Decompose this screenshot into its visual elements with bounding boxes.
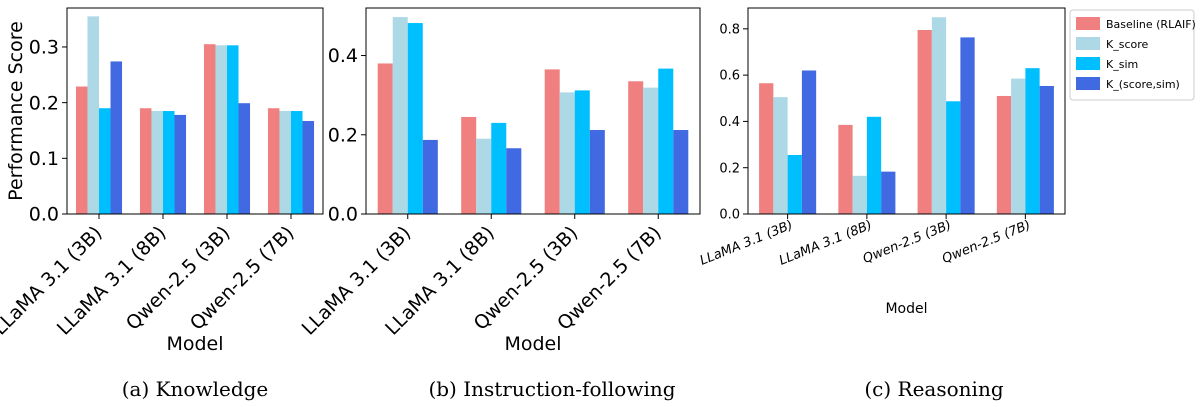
legend-box (1069, 9, 1195, 101)
bar-k-sim-qwen-2-5-7b (291, 111, 303, 214)
bar-k-score-qwen-2-5-3b (215, 45, 227, 214)
bar-k-sim-qwen-2-5-3b (227, 45, 239, 214)
bar-baseline-rlaif-llama-3-1-8b (838, 124, 853, 214)
y-tick-label: 0.8 (719, 22, 740, 37)
plot-frame (66, 7, 324, 215)
y-axis-label: Performance Score (5, 21, 27, 201)
bar-baseline-rlaif-llama-3-1-3b (377, 63, 393, 215)
y-tick-label: 0.2 (29, 92, 59, 114)
y-tick-label: 0.1 (29, 148, 59, 170)
bar-k-score-qwen-2-5-3b (931, 17, 947, 215)
legend: Baseline (RLAIF) K_score K_sim K_(score,sim… (1069, 9, 1196, 101)
bar-k-score-sim-llama-3-1-3b (422, 139, 438, 214)
bar-k-score-sim-llama-3-1-3b (801, 70, 817, 215)
bar-baseline-rlaif-qwen-2-5-7b (628, 81, 644, 214)
bar-k-score-llama-3-1-8b (151, 111, 163, 214)
caption-c: (c) Reasoning (864, 377, 1003, 401)
bar-k-score-sim-qwen-2-5-7b (673, 130, 689, 214)
x-tick-label-llama-3-1-3b: LLaMA 3.1 (3B) (0, 222, 107, 340)
bar-k-score-llama-3-1-8b (852, 175, 867, 214)
bar-k-score-llama-3-1-3b (87, 16, 99, 214)
bar-k-score-qwen-2-5-7b (643, 87, 659, 214)
bar-k-sim-llama-3-1-3b (787, 154, 802, 214)
x-tick-label-qwen-2-5-7b: Qwen-2.5 (7B) (940, 218, 1033, 267)
bar-k-sim-llama-3-1-3b (99, 108, 111, 214)
legend-swatch-k-sim (1076, 57, 1100, 70)
y-tick-label: 0.0 (719, 208, 740, 223)
y-tick-label: 0.2 (719, 161, 740, 176)
y-tick-label: 0.0 (29, 204, 59, 226)
legend-swatch-k-score-sim (1076, 77, 1100, 90)
bar-k-score-llama-3-1-8b (476, 138, 492, 214)
bar-k-sim-qwen-2-5-7b (658, 68, 674, 214)
bar-k-score-qwen-2-5-7b (1011, 78, 1026, 214)
plot-frame (747, 7, 1066, 215)
x-axis-label: Model (885, 301, 927, 317)
bar-baseline-rlaif-qwen-2-5-7b (996, 95, 1012, 214)
bar-k-score-sim-llama-3-1-8b (506, 148, 522, 214)
legend-label-k-score-sim: K_(score,sim) (1106, 78, 1180, 91)
plot-frame (365, 7, 701, 215)
y-tick-label: 0.4 (719, 115, 740, 130)
y-tick-label: 0.4 (328, 45, 358, 67)
bar-k-score-sim-qwen-2-5-3b (589, 130, 605, 214)
bar-k-sim-llama-3-1-8b (491, 122, 507, 214)
bar-k-sim-llama-3-1-8b (163, 111, 175, 214)
x-axis-label: Model (504, 333, 561, 355)
bar-baseline-rlaif-qwen-2-5-3b (544, 69, 560, 215)
bar-baseline-rlaif-llama-3-1-3b (75, 86, 88, 214)
bar-k-score-llama-3-1-3b (392, 17, 408, 214)
bar-k-score-sim-qwen-2-5-7b (302, 121, 315, 214)
legend-label-baseline-rlaif: Baseline (RLAIF) (1106, 18, 1196, 31)
bar-k-score-qwen-2-5-7b (279, 111, 291, 214)
bar-k-score-sim-llama-3-1-8b (174, 114, 187, 214)
y-tick-label: 0.2 (328, 124, 358, 146)
caption-a: (a) Knowledge (122, 377, 269, 401)
caption-b: (b) Instruction-following (428, 377, 675, 401)
bar-baseline-rlaif-llama-3-1-3b (759, 83, 774, 214)
bar-k-score-llama-3-1-3b (773, 97, 788, 214)
bar-k-score-sim-qwen-2-5-3b (960, 37, 975, 215)
bar-k-score-sim-llama-3-1-3b (110, 61, 123, 215)
legend-swatch-k-score (1076, 37, 1100, 50)
bar-baseline-rlaif-qwen-2-5-3b (917, 29, 932, 214)
bar-k-sim-qwen-2-5-3b (946, 101, 961, 214)
x-axis-label: Model (166, 333, 223, 355)
x-tick-label-llama-3-1-8b: LLaMA 3.1 (8B) (53, 222, 171, 340)
y-tick-label: 0.6 (719, 69, 740, 84)
panel-knowledge: 0.0 0.1 0.2 0.3 LLaMA 3.1 (3B)LLaMA 3.1 (8B)… (0, 7, 324, 355)
y-tick-label: 0.3 (29, 37, 59, 59)
bar-k-score-sim-qwen-2-5-3b (238, 103, 251, 214)
legend-swatch-baseline-rlaif (1076, 17, 1100, 30)
y-tick-label: 0.0 (328, 204, 358, 226)
legend-label-k-sim: K_sim (1106, 58, 1138, 71)
bar-k-sim-llama-3-1-3b (407, 23, 423, 214)
bar-k-score-sim-qwen-2-5-7b (1039, 86, 1054, 214)
bar-baseline-rlaif-qwen-2-5-7b (267, 108, 280, 214)
bar-k-score-sim-llama-3-1-8b (881, 171, 896, 214)
bar-k-sim-qwen-2-5-3b (574, 90, 590, 214)
bar-k-score-qwen-2-5-3b (559, 92, 575, 214)
bar-k-sim-llama-3-1-8b (866, 116, 882, 214)
bar-baseline-rlaif-qwen-2-5-3b (203, 44, 216, 214)
legend-label-k-score: K_score (1106, 38, 1149, 51)
x-tick-label-qwen-2-5-3b: Qwen-2.5 (3B) (861, 218, 954, 267)
bar-baseline-rlaif-llama-3-1-8b (461, 116, 477, 214)
bar-k-sim-qwen-2-5-7b (1025, 68, 1040, 215)
bar-baseline-rlaif-llama-3-1-8b (139, 108, 152, 214)
